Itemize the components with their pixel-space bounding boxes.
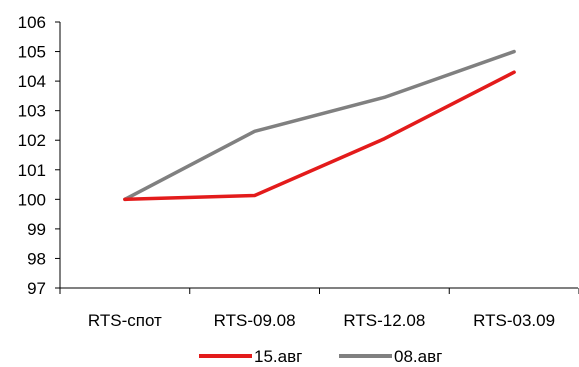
x-tick-label: RTS-03.09 (473, 311, 555, 330)
x-tick-label: RTS-спот (88, 311, 162, 330)
series-lines (123, 49, 516, 202)
series-line (123, 49, 516, 202)
x-tick-label: RTS-12.08 (343, 311, 425, 330)
x-tick-label: RTS-09.08 (214, 311, 296, 330)
x-ticks: RTS-спот RTS-09.08 RTS-12.08 RTS-03.09 (59, 288, 579, 330)
y-tick-label: 100 (18, 190, 46, 209)
y-tick-label: 101 (18, 161, 46, 180)
legend: 15.авг 08.авг (199, 347, 442, 366)
y-tick-label: 106 (18, 13, 46, 32)
y-tick-label: 99 (27, 220, 46, 239)
axes (59, 22, 578, 289)
y-tick-label: 104 (18, 72, 46, 91)
y-tick-label: 97 (27, 279, 46, 298)
y-tick-label: 102 (18, 131, 46, 150)
legend-label: 08.авг (394, 347, 442, 366)
y-ticks: 97 98 99 100 101 102 103 104 105 106 (18, 13, 60, 298)
series-line (123, 70, 516, 202)
legend-label: 15.авг (254, 347, 302, 366)
y-tick-label: 103 (18, 102, 46, 121)
y-tick-label: 98 (27, 249, 46, 268)
y-tick-label: 105 (18, 43, 46, 62)
